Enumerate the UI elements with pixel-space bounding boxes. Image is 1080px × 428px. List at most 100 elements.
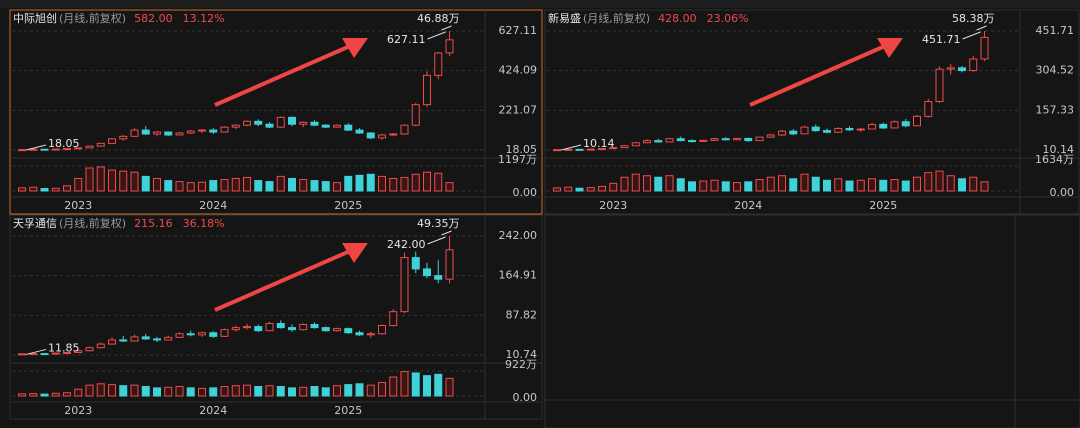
candle-body	[643, 140, 651, 144]
high-label: 451.71	[922, 33, 961, 46]
candle-body	[51, 352, 60, 355]
candle-body	[243, 326, 251, 329]
volume-bar	[834, 178, 843, 192]
candle-body	[198, 332, 206, 336]
candle-body	[231, 327, 240, 331]
panel: 新易盛 (月线,前复权) 428.00 23.06% 451.71 304.52 157.3…	[544, 9, 1080, 215]
volume-bar	[310, 180, 319, 192]
volume-bar	[710, 179, 719, 192]
volume-bar	[119, 385, 128, 397]
chart-mode: (月线,前复权)	[59, 216, 126, 230]
volume-tick-label: 1197万	[498, 153, 537, 166]
pointer	[441, 230, 452, 236]
volume-bar	[175, 386, 184, 397]
candle-body	[411, 104, 420, 126]
change: 23.06%	[707, 12, 749, 25]
high-label: 242.00	[387, 238, 426, 251]
volume-bar	[890, 179, 899, 192]
candle-body	[411, 257, 420, 270]
volume-bar	[400, 176, 409, 192]
candle-body	[119, 339, 128, 342]
volume-bar	[445, 377, 454, 397]
volume-bar	[445, 182, 454, 192]
candle-body	[946, 67, 955, 70]
candle-body	[778, 130, 786, 136]
y-tick-label: 10.14	[1043, 143, 1075, 156]
y-tick-label: 627.11	[499, 24, 538, 37]
candle-body	[299, 121, 308, 125]
candle-body	[755, 136, 764, 142]
volume-bar	[164, 386, 173, 397]
pointer	[962, 31, 981, 40]
candle-body	[423, 74, 431, 106]
pointer	[441, 25, 452, 31]
volume-bar	[924, 172, 933, 192]
pointer	[25, 144, 47, 151]
candle-body	[141, 129, 150, 135]
volume-bar	[141, 175, 150, 192]
volume-bar	[119, 170, 128, 192]
candle-body	[51, 148, 60, 151]
candle-body	[434, 275, 443, 280]
volume-bar	[198, 181, 206, 192]
volume-bar	[153, 387, 161, 397]
trend-arrowhead	[342, 243, 368, 263]
volume-bar	[811, 176, 820, 192]
candle-body	[845, 127, 854, 131]
x-tick-label: 2025	[869, 199, 897, 212]
candle-body	[868, 123, 876, 130]
volume-bar	[29, 393, 38, 397]
candle-body	[366, 132, 375, 139]
panel-frame	[9, 9, 543, 215]
candle-body	[620, 145, 629, 149]
volume-bar	[40, 187, 49, 192]
volume-bar	[935, 170, 944, 192]
candle-body	[321, 124, 330, 128]
candle-body	[598, 148, 606, 151]
candle-body	[265, 123, 274, 128]
y-tick-label: 87.82	[506, 308, 538, 321]
candle-body	[96, 343, 105, 349]
volume-tick-label: 922万	[505, 358, 537, 371]
candle-body	[856, 128, 865, 131]
volume-bar	[299, 386, 308, 397]
stock-name: 天孚通信	[13, 217, 57, 230]
price: 428.00	[658, 12, 697, 25]
candle-body	[811, 126, 820, 132]
pointer	[976, 25, 987, 31]
candle-body	[29, 353, 38, 356]
candle-body	[721, 138, 730, 141]
candle-body	[164, 131, 173, 136]
volume-bar	[96, 383, 105, 397]
change: 36.18%	[183, 217, 225, 230]
volume-bar	[153, 177, 161, 192]
volume-bar	[130, 171, 139, 192]
volume-bar	[231, 385, 240, 397]
x-tick-label: 2023	[64, 404, 92, 417]
volume-bar	[823, 179, 831, 192]
pointer	[560, 144, 582, 151]
candle-body	[18, 149, 26, 152]
volume-bar	[310, 386, 319, 397]
volume-bar	[901, 180, 910, 192]
volume-bar	[969, 176, 978, 192]
volume-bar	[598, 185, 606, 192]
y-tick-label: 18.05	[506, 143, 538, 156]
candle-body	[423, 268, 431, 277]
volume-bar	[220, 179, 229, 192]
volume-annotation: 46.88万	[417, 12, 460, 25]
candle-body	[980, 36, 989, 60]
candle-body	[631, 142, 640, 147]
volume-bar	[231, 177, 240, 192]
volume-bar	[18, 187, 26, 192]
volume-bar	[299, 179, 308, 192]
volume-bar	[575, 187, 584, 192]
chart-mode: (月线,前复权)	[583, 11, 650, 25]
candle-body	[890, 121, 899, 129]
volume-bar	[389, 177, 398, 192]
volume-bar	[333, 182, 341, 192]
volume-bar	[18, 393, 26, 397]
volume-bar	[845, 180, 854, 192]
volume-bar	[856, 179, 865, 192]
volume-bar	[355, 383, 364, 397]
